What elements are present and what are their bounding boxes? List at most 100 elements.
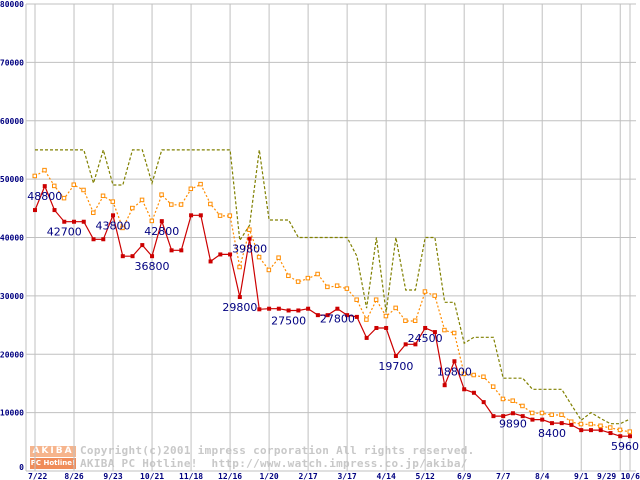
- data-point-average: [364, 317, 369, 322]
- data-point-average: [81, 187, 86, 193]
- data-point-average: [188, 186, 194, 192]
- data-point-min: [374, 325, 379, 330]
- data-point-average: [432, 293, 437, 298]
- data-point-average: [520, 403, 525, 409]
- x-tick-label: 3/17: [337, 472, 356, 480]
- y-tick-label: 20000: [0, 350, 24, 359]
- data-point-min: [120, 254, 125, 259]
- data-point-average: [354, 297, 359, 302]
- y-tick-label: 40000: [0, 234, 24, 243]
- x-tick-label: 10/21: [140, 472, 164, 480]
- data-point-min: [413, 342, 418, 347]
- data-point-average: [208, 201, 213, 207]
- data-point-min: [335, 306, 340, 311]
- data-point-min: [452, 359, 457, 364]
- data-point-average: [100, 193, 106, 199]
- price-annotation: 18800: [437, 365, 472, 378]
- data-point-average: [237, 264, 242, 270]
- data-point-min: [354, 314, 359, 319]
- data-point-average: [217, 213, 223, 218]
- data-point-min: [501, 414, 506, 419]
- data-point-average: [383, 313, 389, 319]
- data-point-min: [286, 308, 291, 313]
- data-point-min: [345, 313, 350, 318]
- data-point-average: [598, 423, 603, 429]
- data-point-average: [461, 371, 467, 377]
- data-point-min: [442, 383, 447, 388]
- data-point-average: [442, 327, 447, 333]
- data-point-average: [412, 318, 418, 323]
- data-point-average: [627, 429, 632, 434]
- x-tick-label: 11/18: [179, 472, 203, 480]
- price-annotation: 27800: [320, 313, 355, 326]
- data-point-min: [608, 431, 613, 436]
- data-point-min: [218, 252, 223, 257]
- data-point-average: [403, 318, 408, 323]
- data-point-min: [530, 417, 535, 422]
- data-point-min: [540, 417, 545, 422]
- price-annotation: 27500: [271, 314, 306, 327]
- x-tick-label: 9/29: [597, 472, 616, 480]
- data-point-average: [198, 181, 203, 187]
- price-annotation: 48800: [27, 190, 62, 203]
- data-point-average: [32, 173, 37, 179]
- data-point-min: [403, 342, 408, 347]
- x-tick-label: 10/6: [621, 472, 640, 480]
- x-tick-label: 2/17: [298, 472, 317, 480]
- data-point-min: [257, 307, 262, 312]
- price-annotation: 29800: [222, 301, 257, 314]
- x-tick-label: 12/16: [218, 472, 242, 480]
- data-point-average: [149, 218, 155, 224]
- data-point-average: [295, 279, 301, 284]
- data-point-min: [588, 428, 593, 433]
- data-point-min: [111, 213, 116, 218]
- data-point-average: [227, 213, 233, 218]
- data-point-min: [559, 421, 564, 426]
- data-point-min: [579, 428, 584, 433]
- price-annotation: 42800: [144, 225, 179, 238]
- data-point-min: [549, 421, 554, 426]
- data-point-min: [237, 295, 242, 300]
- site-url-text: AKIBA PC Hotline! http://www.watch.impre…: [80, 457, 468, 470]
- data-point-min: [81, 219, 86, 224]
- data-point-min: [462, 387, 467, 392]
- data-point-min: [72, 219, 77, 224]
- y-tick-label: 0: [19, 463, 24, 472]
- data-point-average: [344, 286, 350, 291]
- data-point-min: [247, 236, 252, 241]
- data-point-average: [110, 199, 116, 204]
- series-line-max: [35, 147, 631, 425]
- data-point-min: [306, 306, 311, 311]
- data-point-min: [189, 213, 194, 218]
- price-annotation: 39800: [232, 243, 267, 256]
- data-point-average: [286, 273, 291, 279]
- data-point-average: [139, 197, 145, 203]
- data-point-min: [325, 313, 330, 318]
- data-point-average: [539, 410, 545, 416]
- data-point-min: [481, 400, 486, 405]
- data-point-average: [91, 210, 96, 215]
- y-tick-label: 10000: [0, 409, 24, 418]
- price-annotation: 5960: [611, 440, 639, 453]
- data-point-average: [256, 254, 262, 260]
- data-point-min: [42, 184, 47, 189]
- data-point-average: [617, 427, 623, 433]
- data-point-min: [520, 414, 525, 419]
- data-point-min: [510, 411, 515, 416]
- x-tick-label: 7/7: [496, 472, 511, 480]
- y-tick-label: 70000: [0, 58, 24, 67]
- price-annotation: 42700: [47, 226, 82, 239]
- price-annotation: 19700: [378, 360, 413, 373]
- data-point-average: [52, 183, 57, 189]
- data-point-min: [169, 248, 174, 253]
- data-point-min: [159, 219, 164, 224]
- data-point-min: [150, 254, 155, 259]
- data-point-average: [71, 182, 77, 187]
- data-point-average: [159, 192, 164, 197]
- x-tick-label: 4/14: [377, 472, 396, 480]
- data-point-min: [296, 308, 301, 313]
- data-point-min: [198, 213, 203, 218]
- price-annotation: 9890: [499, 417, 527, 430]
- data-point-min: [364, 335, 369, 340]
- price-annotation: 24500: [408, 332, 443, 345]
